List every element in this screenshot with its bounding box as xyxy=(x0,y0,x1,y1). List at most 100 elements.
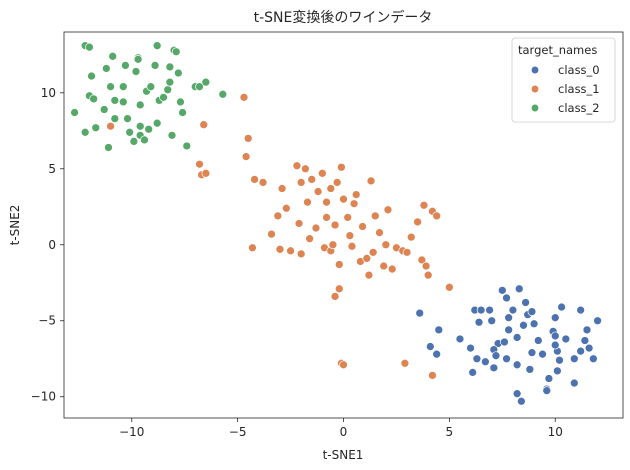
data-point xyxy=(368,248,378,257)
data-point xyxy=(387,264,397,274)
legend-label: class_2 xyxy=(558,101,600,115)
legend-label: class_0 xyxy=(558,63,600,77)
data-point xyxy=(370,211,380,221)
data-point xyxy=(326,184,336,193)
data-point xyxy=(432,211,442,221)
data-point xyxy=(118,82,128,92)
data-point xyxy=(195,159,204,169)
data-point xyxy=(201,77,211,87)
data-point xyxy=(330,292,340,301)
data-point xyxy=(455,334,465,344)
data-point xyxy=(123,114,132,123)
data-point xyxy=(406,232,416,242)
series-class_1 xyxy=(106,92,454,380)
data-point xyxy=(313,187,323,196)
data-point xyxy=(502,293,511,303)
data-point xyxy=(358,222,367,231)
data-point xyxy=(106,121,115,131)
legend-marker xyxy=(530,84,540,94)
data-point xyxy=(275,244,285,254)
data-point xyxy=(307,175,317,184)
data-point xyxy=(508,305,518,315)
data-point xyxy=(555,355,564,365)
data-point xyxy=(491,351,501,361)
data-point xyxy=(517,396,526,406)
data-point xyxy=(131,67,141,76)
data-point xyxy=(512,389,522,399)
data-point xyxy=(428,371,437,380)
data-point xyxy=(364,270,374,280)
data-point xyxy=(580,336,590,345)
data-point xyxy=(417,255,427,265)
data-point xyxy=(468,368,478,377)
data-point xyxy=(273,211,283,221)
legend-items: class_0 class_1 class_2 xyxy=(530,63,600,115)
data-point xyxy=(553,366,562,376)
data-point xyxy=(472,354,482,364)
data-point xyxy=(267,229,276,239)
data-point xyxy=(292,161,302,171)
data-point xyxy=(533,336,543,345)
data-point xyxy=(519,320,528,330)
data-point xyxy=(529,319,539,329)
data-point xyxy=(152,118,162,128)
data-point xyxy=(349,199,359,209)
data-point xyxy=(504,325,514,335)
data-point xyxy=(476,305,486,315)
data-point xyxy=(489,363,499,373)
data-point xyxy=(301,164,310,174)
data-point xyxy=(362,254,372,263)
data-point xyxy=(250,175,259,184)
data-point xyxy=(561,334,571,344)
data-point xyxy=(413,217,422,227)
data-point xyxy=(343,213,353,222)
data-point xyxy=(85,42,94,52)
data-point xyxy=(322,213,331,222)
data-point xyxy=(135,100,145,110)
y-tick-label: 0 xyxy=(48,238,56,252)
y-tick-label: 10 xyxy=(41,86,56,100)
data-point xyxy=(497,285,507,295)
data-point xyxy=(173,68,183,78)
legend-box xyxy=(511,37,616,123)
data-point xyxy=(474,317,484,327)
data-point xyxy=(99,105,109,114)
data-point xyxy=(351,190,361,199)
data-point xyxy=(521,298,530,307)
data-point xyxy=(317,168,327,178)
data-point xyxy=(171,47,181,57)
data-point xyxy=(487,316,497,326)
data-point xyxy=(366,176,376,186)
data-point xyxy=(176,97,185,107)
data-point xyxy=(294,219,304,228)
data-point xyxy=(101,64,111,73)
data-point xyxy=(423,270,433,280)
data-point xyxy=(466,343,475,353)
data-point xyxy=(434,325,444,335)
y-tick-label: 5 xyxy=(48,162,56,176)
data-point xyxy=(334,260,344,269)
data-point xyxy=(218,89,228,99)
data-point xyxy=(305,234,314,244)
data-point xyxy=(140,135,149,145)
data-point xyxy=(167,130,177,140)
y-tick-label: −5 xyxy=(38,314,56,328)
data-point xyxy=(550,340,560,350)
data-point xyxy=(70,108,79,117)
data-point xyxy=(527,348,537,358)
data-point xyxy=(286,246,295,256)
data-point xyxy=(330,220,340,230)
data-point xyxy=(425,342,435,351)
data-point xyxy=(281,203,291,213)
data-point xyxy=(108,51,118,61)
data-point xyxy=(550,331,560,341)
data-point xyxy=(277,184,287,193)
data-point xyxy=(544,374,554,383)
data-point xyxy=(241,152,251,161)
data-point xyxy=(527,307,537,316)
data-point xyxy=(303,197,312,207)
data-point xyxy=(525,365,535,374)
data-point xyxy=(432,349,442,359)
data-point xyxy=(163,85,173,95)
y-tick-label: −10 xyxy=(31,390,56,404)
